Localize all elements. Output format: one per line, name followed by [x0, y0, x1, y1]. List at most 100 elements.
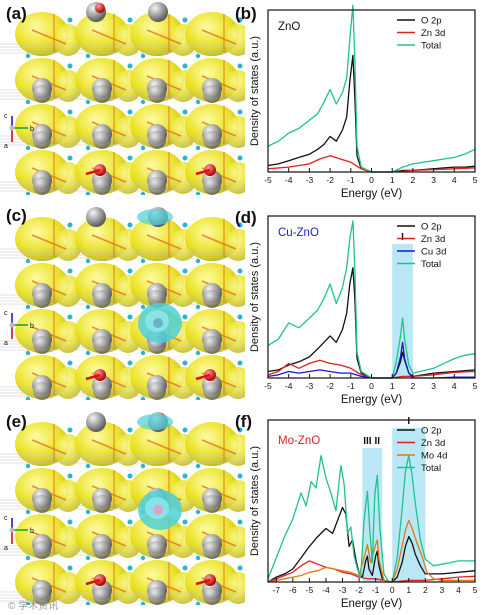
bond	[201, 234, 237, 250]
lattice-marker	[25, 396, 31, 400]
lattice-marker	[25, 463, 31, 469]
x-tick-label: 0	[390, 585, 395, 595]
lattice-marker	[195, 191, 201, 195]
dos-chart-d-svg: I -5 -4 -3 -2 -1 0 1 2 3 4 5 Energy (eV) Density of s…	[249, 215, 478, 406]
zn-atom	[33, 336, 51, 354]
zn-atom	[203, 177, 221, 195]
x-tick-label: -6	[289, 585, 297, 595]
lattice-marker	[182, 473, 188, 479]
zn-atom	[33, 290, 51, 308]
series-line-total	[267, 220, 476, 379]
lattice-marker	[67, 155, 73, 161]
axis-b-label: b	[30, 323, 34, 330]
panel-label-c: (c)	[6, 206, 27, 225]
charge-isosurface	[54, 229, 82, 261]
axis-b-label: b	[30, 126, 34, 133]
region-label: III	[363, 436, 372, 447]
zn-atom	[203, 587, 221, 605]
axis-origin	[9, 322, 15, 328]
charge-isosurface	[224, 116, 245, 148]
lattice-marker	[237, 360, 243, 366]
lattice-marker	[127, 519, 133, 525]
lattice-marker	[127, 268, 133, 274]
lattice-marker	[195, 304, 201, 310]
charge-isosurface	[224, 572, 245, 604]
lattice-marker	[182, 314, 188, 320]
zn-atom	[33, 541, 51, 559]
series-line-zn-3d	[267, 560, 476, 583]
legend-label: Mo 4d	[421, 451, 447, 462]
axis-a-label: a	[4, 143, 8, 150]
highlight-band-iii	[362, 448, 373, 582]
lattice-marker	[85, 350, 91, 356]
series-line-total	[267, 454, 475, 583]
bond	[31, 234, 67, 250]
zn-atom	[203, 131, 221, 149]
lattice-marker	[195, 396, 201, 400]
dos-chart-d: I -5 -4 -3 -2 -1 0 1 2 3 4 5 Energy (eV) Density of s…	[228, 206, 483, 406]
series-line-zn-3d	[267, 155, 476, 173]
lattice-marker	[182, 222, 188, 228]
lattice-marker	[67, 565, 73, 571]
lattice-marker	[237, 155, 243, 161]
structure-panel-c: c b a	[0, 205, 245, 400]
lattice-marker	[182, 155, 188, 161]
x-tick-label: 1	[390, 381, 395, 391]
lattice-marker	[67, 519, 73, 525]
zn-atom	[148, 2, 168, 22]
axis-c-label: c	[4, 515, 8, 522]
axis-b-label: b	[30, 528, 34, 535]
lattice-marker	[25, 350, 31, 356]
lattice-marker	[195, 463, 201, 469]
lattice-marker	[195, 350, 201, 356]
series-line-total	[267, 4, 476, 173]
charge-isosurface	[54, 116, 82, 148]
lattice-marker	[182, 519, 188, 525]
lattice-marker	[127, 222, 133, 228]
x-tick-label: 1	[406, 585, 411, 595]
lattice-marker	[237, 519, 243, 525]
charge-isosurface	[54, 70, 82, 102]
zn-atom	[33, 587, 51, 605]
lattice-marker	[67, 268, 73, 274]
series-line-zn-3d	[267, 359, 476, 379]
lattice-marker	[85, 258, 91, 264]
lattice-marker	[140, 601, 146, 605]
zn-atom	[86, 207, 106, 227]
chart-title: Mo-ZnO	[278, 435, 320, 447]
lattice-marker	[140, 555, 146, 561]
zn-atom	[148, 85, 166, 103]
lattice-marker	[25, 258, 31, 264]
lattice-marker	[237, 427, 243, 433]
bond	[91, 439, 127, 455]
x-tick-label: 1	[390, 175, 395, 185]
charge-isosurface	[224, 321, 245, 353]
lattice-marker	[195, 53, 201, 59]
lattice-marker	[182, 427, 188, 433]
legend-label: Total	[421, 41, 441, 52]
charge-isosurface	[224, 275, 245, 307]
lattice-marker	[85, 53, 91, 59]
x-tick-label: -4	[322, 585, 330, 595]
lattice-marker	[195, 99, 201, 105]
bond	[31, 29, 67, 45]
x-tick-label: 0	[369, 381, 374, 391]
lattice-marker	[67, 63, 73, 69]
y-axis-label: Density of states (a.u.)	[249, 36, 261, 146]
lattice-marker	[195, 509, 201, 515]
lattice-marker	[140, 145, 146, 151]
x-tick-label: -1	[372, 585, 380, 595]
bond	[146, 234, 182, 250]
zn-atom	[93, 131, 111, 149]
lattice-marker	[140, 53, 146, 59]
lattice-marker	[85, 601, 91, 605]
zn-atom	[203, 541, 221, 559]
o-bond	[85, 373, 101, 381]
x-tick-label: -2	[355, 585, 363, 595]
x-tick-label: 3	[431, 381, 436, 391]
lattice-marker	[195, 555, 201, 561]
x-tick-label: -2	[326, 381, 334, 391]
zn-atom	[93, 382, 111, 400]
zn-atom	[148, 541, 166, 559]
charge-isosurface	[224, 526, 245, 558]
